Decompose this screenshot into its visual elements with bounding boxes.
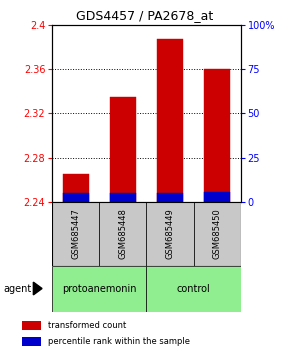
Bar [204,69,230,202]
Bar [110,193,136,202]
Text: GSM685450: GSM685450 [213,208,222,259]
Bar [146,202,194,266]
Bar [110,97,136,202]
Text: control: control [177,284,211,293]
Text: agent: agent [3,284,31,293]
Bar [52,266,146,312]
Bar [204,192,230,202]
Bar [99,202,146,266]
Polygon shape [33,282,42,295]
Bar [157,193,183,202]
Bar [146,266,241,312]
Bar [63,193,89,202]
Text: percentile rank within the sample: percentile rank within the sample [48,337,191,346]
Bar [22,337,41,346]
Text: GDS4457 / PA2678_at: GDS4457 / PA2678_at [76,10,214,22]
Bar [63,174,89,202]
Text: protoanemonin: protoanemonin [62,284,137,293]
Bar [157,39,183,202]
Bar [52,202,99,266]
Text: GSM685449: GSM685449 [166,208,175,259]
Bar [193,202,241,266]
Text: transformed count: transformed count [48,321,127,330]
Text: GSM685447: GSM685447 [71,208,80,259]
Bar [22,321,41,330]
Text: GSM685448: GSM685448 [118,208,127,259]
